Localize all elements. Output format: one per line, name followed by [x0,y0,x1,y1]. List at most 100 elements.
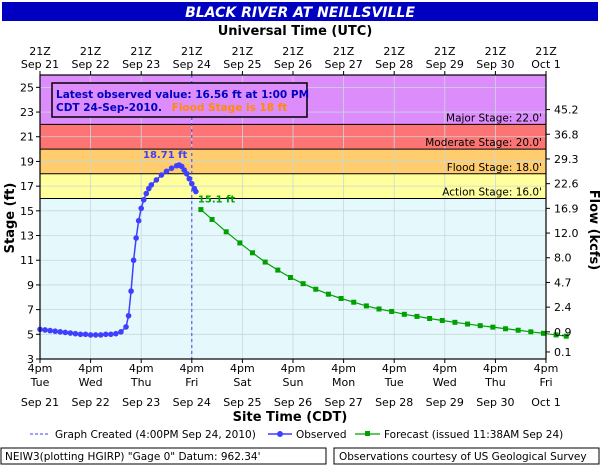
observed-point-16 [118,329,124,335]
bottom-tick-label-8-a: 4pm [432,362,457,375]
stage-band-labels: Action Stage: 16.0' Flood Stage: 18.0' Mod… [425,112,542,198]
forecast-point-18 [427,315,433,321]
forecast-point-28 [553,332,559,338]
left-axis-tick-labels: 3 5 7 9 11 13 15 17 19 21 23 25 [20,81,40,366]
observed-point-22 [135,217,142,224]
forecast-point-1 [209,216,215,222]
observed-point-27 [148,182,155,188]
forecast-point-26 [528,329,534,335]
right-tick-label-2: 2.4 [554,301,572,314]
bottom-tick-label-4-b: Sat [233,376,252,389]
top-tick-label-0-b: Sep 21 [21,58,59,71]
right-tick-label-9: 36.8 [554,128,579,141]
forecast-point-25 [515,327,521,333]
observed-point-2 [47,327,53,334]
observed-point-20 [130,257,137,264]
observed-series [37,162,199,338]
title-bar [2,2,598,21]
observed-point-9 [82,331,89,338]
top-tick-label-2-a: 21Z [130,45,152,58]
bottom-tick-label-7-b: Tue [384,376,404,389]
forecast-point-6 [275,267,281,273]
observed-point-24 [140,196,147,203]
top-tick-label-9-b: Sep 30 [476,58,514,71]
bottom-tick-label-1-b: Wed [79,376,103,389]
band-label-3: Moderate Stage: 20.0' [425,137,542,149]
forecast-point-23 [490,324,496,330]
forecast-point-19 [439,317,445,323]
bottom-tick-label-5-a: 4pm [281,362,306,375]
top-axis-title: Universal Time (UTC) [218,24,373,39]
bottom-tick-label-10-a: 4pm [534,362,559,375]
left-tick-label-4: 11 [20,254,34,267]
footer: NEIW3(plotting HGIRP) "Gage 0" Datum: 96… [0,447,600,465]
right-tick-label-0: 0.1 [554,346,572,359]
left-tick-label-3: 9 [27,279,34,292]
observed-point-23 [138,205,144,212]
top-tick-label-6-b: Sep 27 [324,58,362,71]
right-axis-tick-labels: 0.1 0.9 2.4 4.7 8.0 12.0 16.9 22.6 29.3 36.8 45.2 [546,104,579,359]
bottom-tick-label-1-a: 4pm [78,362,103,375]
left-tick-label-0: 3 [27,353,34,366]
left-tick-label-10: 23 [20,106,34,119]
bottom-tick-label-4-a: 4pm [230,362,255,375]
right-tick-label-6: 16.9 [554,202,579,215]
forecast-point-27 [540,330,546,336]
info-line-1: Latest observed value: 16.56 ft at 1:00 … [56,89,309,101]
forecast-point-9 [313,286,319,292]
footer-left: NEIW3(plotting HGIRP) "Gage 0" Datum: 96… [5,451,260,463]
top-tick-label-3-a: 21Z [181,45,203,58]
top-tick-label-6-a: 21Z [333,45,355,58]
bottom-tick-label-1-c: Sep 22 [71,396,109,409]
observed-point-31 [168,165,175,172]
forecast-point-12 [351,299,357,305]
bottom-tick-label-5-b: Sun [283,376,304,389]
bottom-tick-label-7-c: Sep 28 [375,396,413,409]
top-tick-label-10-a: 21Z [535,45,557,58]
top-tick-label-4-b: Sep 25 [223,58,261,71]
forecast-point-20 [452,319,458,325]
bottom-tick-label-0-c: Sep 21 [21,396,59,409]
right-tick-label-3: 4.7 [554,276,572,289]
observed-point-40 [193,188,199,195]
legend-forecast: Forecast (issued 11:38AM Sep 24) [384,429,563,441]
bottom-tick-label-4-c: Sep 25 [223,396,261,409]
legend: Graph Created (4:00PM Sep 24, 2010) Obse… [30,429,563,441]
forecast-point-15 [389,308,395,314]
bottom-tick-label-5-c: Sep 26 [274,396,312,409]
forecast-point-5 [262,259,268,265]
observed-point-3 [52,328,58,335]
observed-point-11 [92,332,99,338]
observed-point-21 [133,235,139,241]
band-label-4: Major Stage: 22.0' [446,112,542,124]
observed-point-18 [125,312,132,319]
right-tick-label-7: 22.6 [554,178,579,191]
bottom-tick-label-2-c: Sep 23 [122,396,160,409]
footer-right: Observations courtesy of US Geological S… [339,451,587,463]
top-tick-label-8-a: 21Z [434,45,456,58]
band-label-1: Action Stage: 16.0' [442,186,542,198]
bottom-tick-label-6-a: 4pm [331,362,356,375]
bottom-tick-label-10-b: Fri [539,376,552,389]
observed-point-29 [158,172,165,178]
observed-point-15 [113,330,119,337]
top-tick-label-9-a: 21Z [485,45,507,58]
forecast-series [198,207,569,339]
bottom-tick-label-8-c: Sep 29 [426,396,464,409]
left-tick-label-2: 7 [27,304,34,317]
info-line-2a: CDT 24-Sep-2010. [56,102,162,114]
top-tick-label-0-a: 21Z [29,45,51,58]
forecast-point-11 [338,295,344,301]
observed-point-37 [186,175,193,182]
left-axis-title: Stage (ft) [3,183,18,254]
top-tick-label-5-a: 21Z [282,45,304,58]
observed-point-36 [183,170,190,177]
left-tick-label-7: 17 [20,180,34,193]
observed-point-5 [62,329,69,336]
top-tick-label-2-b: Sep 23 [122,58,160,71]
observed-point-28 [153,177,160,183]
observed-point-19 [128,288,134,294]
bottom-tick-label-3-c: Sep 24 [173,396,211,409]
